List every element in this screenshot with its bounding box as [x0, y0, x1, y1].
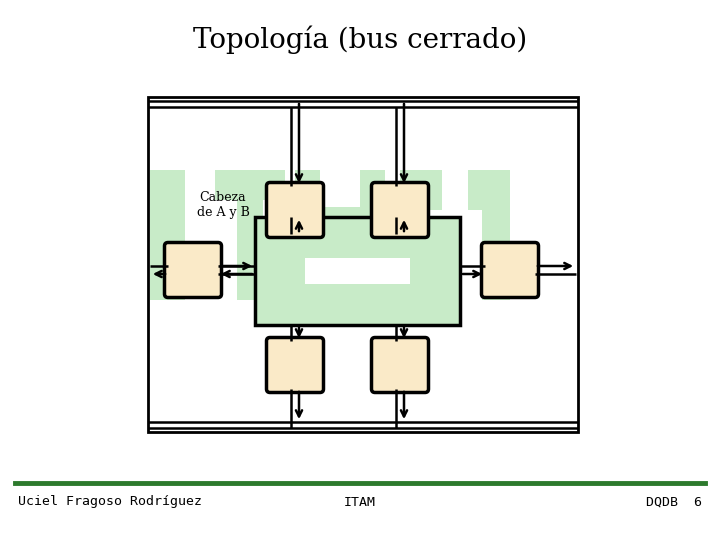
Bar	[468, 170, 510, 210]
Bar	[400, 170, 428, 300]
FancyBboxPatch shape	[266, 338, 323, 393]
Bar	[305, 258, 410, 284]
Text: Cabeza
de A y B: Cabeza de A y B	[197, 191, 249, 219]
Bar	[255, 217, 460, 325]
Bar	[295, 170, 320, 300]
FancyBboxPatch shape	[372, 183, 428, 238]
Bar	[482, 170, 510, 300]
Bar	[295, 207, 385, 235]
Bar	[400, 170, 442, 210]
Text: ITAM: ITAM	[344, 496, 376, 509]
Text: Uciel Fragoso Rodríguez: Uciel Fragoso Rodríguez	[18, 496, 202, 509]
Bar	[360, 170, 385, 300]
FancyBboxPatch shape	[266, 183, 323, 238]
Bar	[150, 170, 185, 300]
Text: DQDB  6: DQDB 6	[646, 496, 702, 509]
Text: Topología (bus cerrado): Topología (bus cerrado)	[193, 26, 527, 54]
Bar	[237, 200, 263, 300]
FancyBboxPatch shape	[372, 338, 428, 393]
Bar	[148, 97, 578, 432]
FancyBboxPatch shape	[482, 242, 539, 298]
Bar	[215, 170, 285, 200]
FancyBboxPatch shape	[164, 242, 222, 298]
